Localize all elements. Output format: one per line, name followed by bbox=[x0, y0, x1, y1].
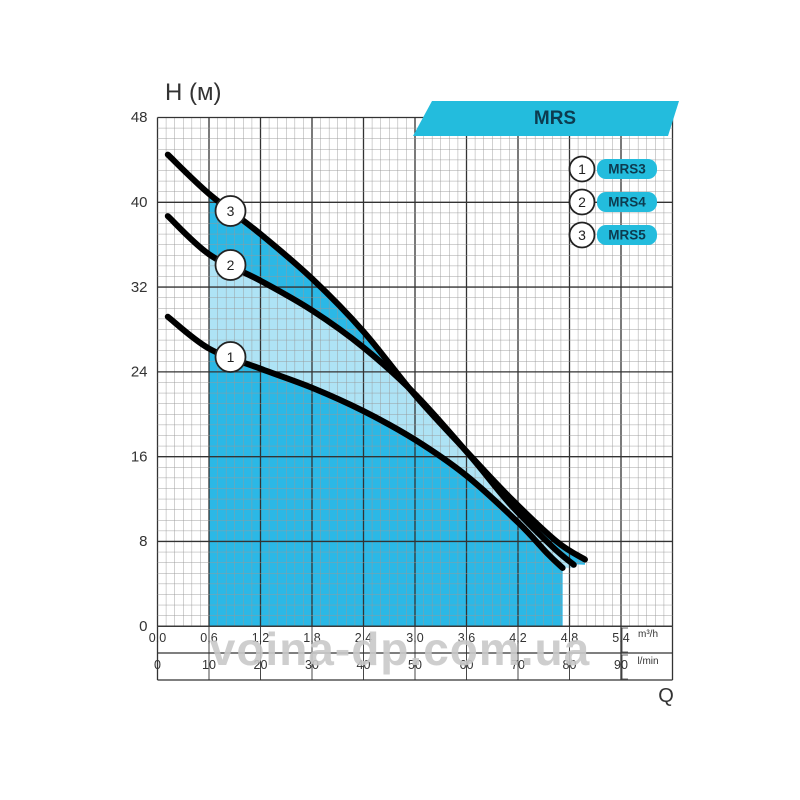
svg-text:48: 48 bbox=[131, 109, 148, 126]
svg-text:1: 1 bbox=[578, 161, 586, 177]
svg-text:8: 8 bbox=[139, 533, 147, 550]
svg-text:3: 3 bbox=[578, 227, 586, 243]
svg-text:MRS5: MRS5 bbox=[608, 228, 646, 243]
svg-text:MRS4: MRS4 bbox=[608, 195, 646, 210]
svg-text:32: 32 bbox=[131, 279, 148, 296]
svg-text:40: 40 bbox=[131, 194, 148, 211]
svg-text:2: 2 bbox=[227, 257, 235, 273]
svg-text:16: 16 bbox=[131, 448, 148, 465]
svg-text:1: 1 bbox=[227, 349, 235, 365]
svg-text:3: 3 bbox=[227, 203, 235, 219]
svg-text:MRS3: MRS3 bbox=[608, 162, 646, 177]
svg-text:0: 0 bbox=[139, 618, 147, 635]
svg-text:m³/h: m³/h bbox=[638, 629, 658, 640]
svg-text:H (м): H (м) bbox=[165, 79, 221, 106]
svg-text:2: 2 bbox=[578, 194, 586, 210]
svg-text:l/min: l/min bbox=[637, 656, 658, 667]
svg-text:24: 24 bbox=[131, 364, 148, 381]
svg-text:voina-dp.com.ua: voina-dp.com.ua bbox=[210, 623, 590, 675]
svg-text:Q: Q bbox=[658, 685, 674, 707]
svg-text:MRS: MRS bbox=[534, 108, 576, 129]
